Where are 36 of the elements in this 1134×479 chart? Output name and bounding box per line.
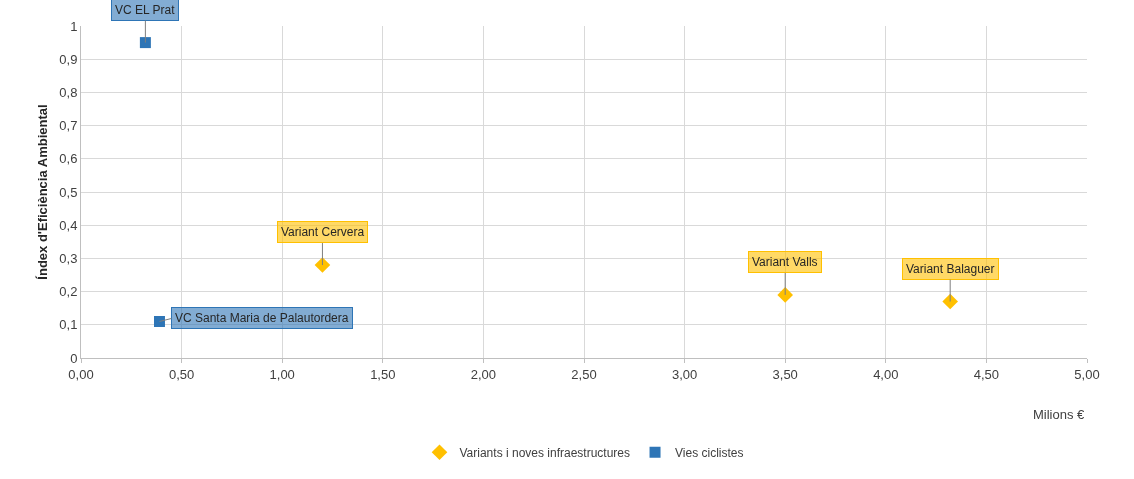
point <box>777 287 793 303</box>
x-tick-label: 3,00 <box>671 366 698 382</box>
y-tick-label: 0,2 <box>59 284 78 300</box>
x-tick-label: 2,50 <box>571 366 597 382</box>
x-tick-label: 4,00 <box>873 366 899 382</box>
y-axis-title: Índex d'Eficiència Ambiental <box>35 104 51 280</box>
y-tick-label: 0,8 <box>59 84 78 100</box>
x-tick-label: 0,50 <box>168 366 195 382</box>
legend-label: Variants i noves infraestructures <box>459 445 631 460</box>
x-axis-title: Milions € <box>1033 407 1086 422</box>
x-tick-label: 0,00 <box>68 366 94 382</box>
point <box>153 315 165 327</box>
legend-label: Vies ciclistes <box>675 445 744 460</box>
y-tick-label: 1 <box>70 18 78 34</box>
annotation: Variant Cervera <box>281 225 365 239</box>
annotation: VC EL Prat <box>115 3 176 17</box>
x-tick-label: 1,00 <box>269 366 295 382</box>
y-tick-label: 0,3 <box>59 250 78 266</box>
y-tick-label: 0,6 <box>59 151 78 167</box>
y-tick-label: 0 <box>70 350 78 366</box>
x-tick-label: 4,50 <box>973 366 1000 382</box>
y-tick-label: 0,7 <box>59 118 78 134</box>
annotation: Variant Balaguer <box>906 262 995 276</box>
x-tick-label: 5,00 <box>1074 366 1100 382</box>
x-tick-label: 1,50 <box>370 366 396 382</box>
x-tick-label: 3,50 <box>772 366 798 382</box>
point <box>139 37 151 49</box>
point <box>314 257 331 273</box>
y-tick-label: 0,1 <box>59 317 78 333</box>
x-tick-label: 2,00 <box>470 366 497 382</box>
y-tick-label: 0,9 <box>59 51 78 67</box>
annotation: Variant Valls <box>752 255 818 269</box>
y-tick-label: 0,4 <box>59 217 78 233</box>
annotation: VC Santa Maria de Palautordera <box>175 311 349 325</box>
point <box>942 293 958 310</box>
y-tick-label: 0,5 <box>59 184 78 200</box>
